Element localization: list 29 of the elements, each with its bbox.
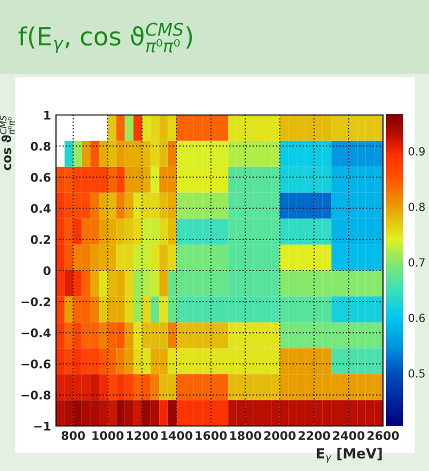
x-tick-label: 1600 <box>196 431 227 440</box>
color-bar-label: 0.7 <box>408 258 425 267</box>
x-tick-label: 1000 <box>92 431 124 440</box>
y-tick-label: 1 <box>44 110 50 120</box>
x-tick-label: 2600 <box>368 431 399 440</box>
chart-title: f(E$_{γ}$, cos ϑ$^{CMS}$$_{π⁰π⁰}$) <box>18 22 192 54</box>
y-tick-label: 0.8 <box>30 142 50 151</box>
x-tick-label: 2200 <box>298 431 330 440</box>
y-tick-label: −0.8 <box>22 390 50 400</box>
x-tick-label: 1400 <box>161 431 192 440</box>
y-tick-label: −0.2 <box>22 297 50 306</box>
y-tick-label: −0.6 <box>22 360 51 368</box>
y-tick-label: −0.4 <box>22 328 51 338</box>
y-tick-label: 0.6 <box>30 172 51 182</box>
color-bar-label: 0.8 <box>408 202 425 212</box>
y-tick-label: −1 <box>34 422 50 430</box>
y-tick-label: 0.2 <box>30 235 50 244</box>
y-axis-title: cos ϑ$^{CMS}$$_{π⁰π⁰}$ <box>0 116 15 170</box>
x-tick-label: 2000 <box>264 431 296 440</box>
color-bar-label: 0.9 <box>408 147 425 156</box>
x-axis-title: E$_{γ}$ [MeV] <box>316 448 382 463</box>
x-tick-label: 800 <box>62 431 85 440</box>
y-tick-label: 0 <box>43 266 51 276</box>
x-tick-label: 2400 <box>333 431 364 440</box>
color-bar-label: 0.6 <box>408 314 425 322</box>
color-bar-label: 0.5 <box>408 369 425 378</box>
x-tick-label: 1200 <box>126 431 158 440</box>
x-tick-label: 1800 <box>230 431 262 440</box>
y-tick-label: 0.4 <box>30 204 51 213</box>
